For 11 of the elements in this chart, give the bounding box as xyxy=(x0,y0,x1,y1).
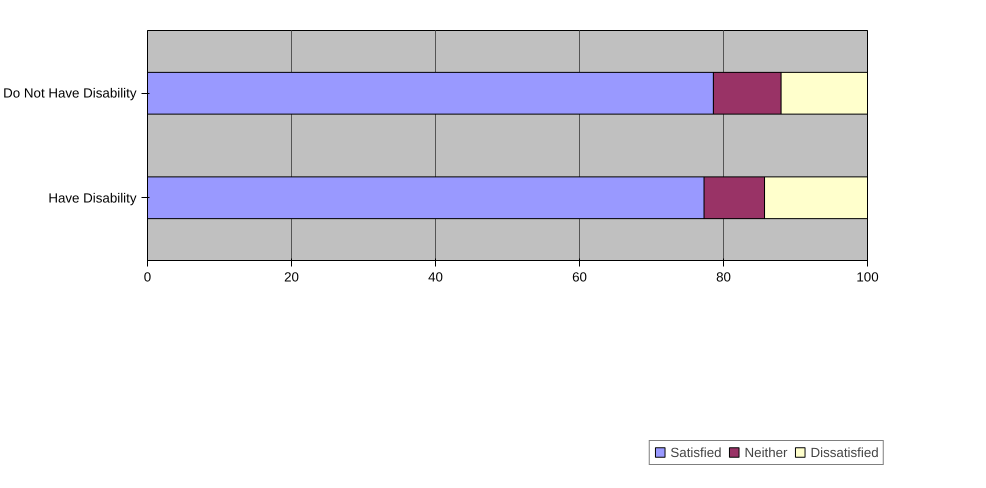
x-tick-label: 0 xyxy=(144,270,152,284)
legend-label: Neither xyxy=(744,444,788,460)
x-tick-label: 20 xyxy=(284,270,299,284)
legend-label: Dissatisfied xyxy=(810,444,879,460)
x-tick-label: 100 xyxy=(856,270,879,284)
y-tick-label: Do Not Have Disability xyxy=(3,86,137,101)
y-tick-label: Have Disability xyxy=(48,190,137,206)
x-tick-label: 60 xyxy=(572,270,587,284)
legend-label: Satisfied xyxy=(670,444,722,460)
x-tick-label: 80 xyxy=(716,270,731,284)
x-tick-label: 40 xyxy=(428,270,443,284)
